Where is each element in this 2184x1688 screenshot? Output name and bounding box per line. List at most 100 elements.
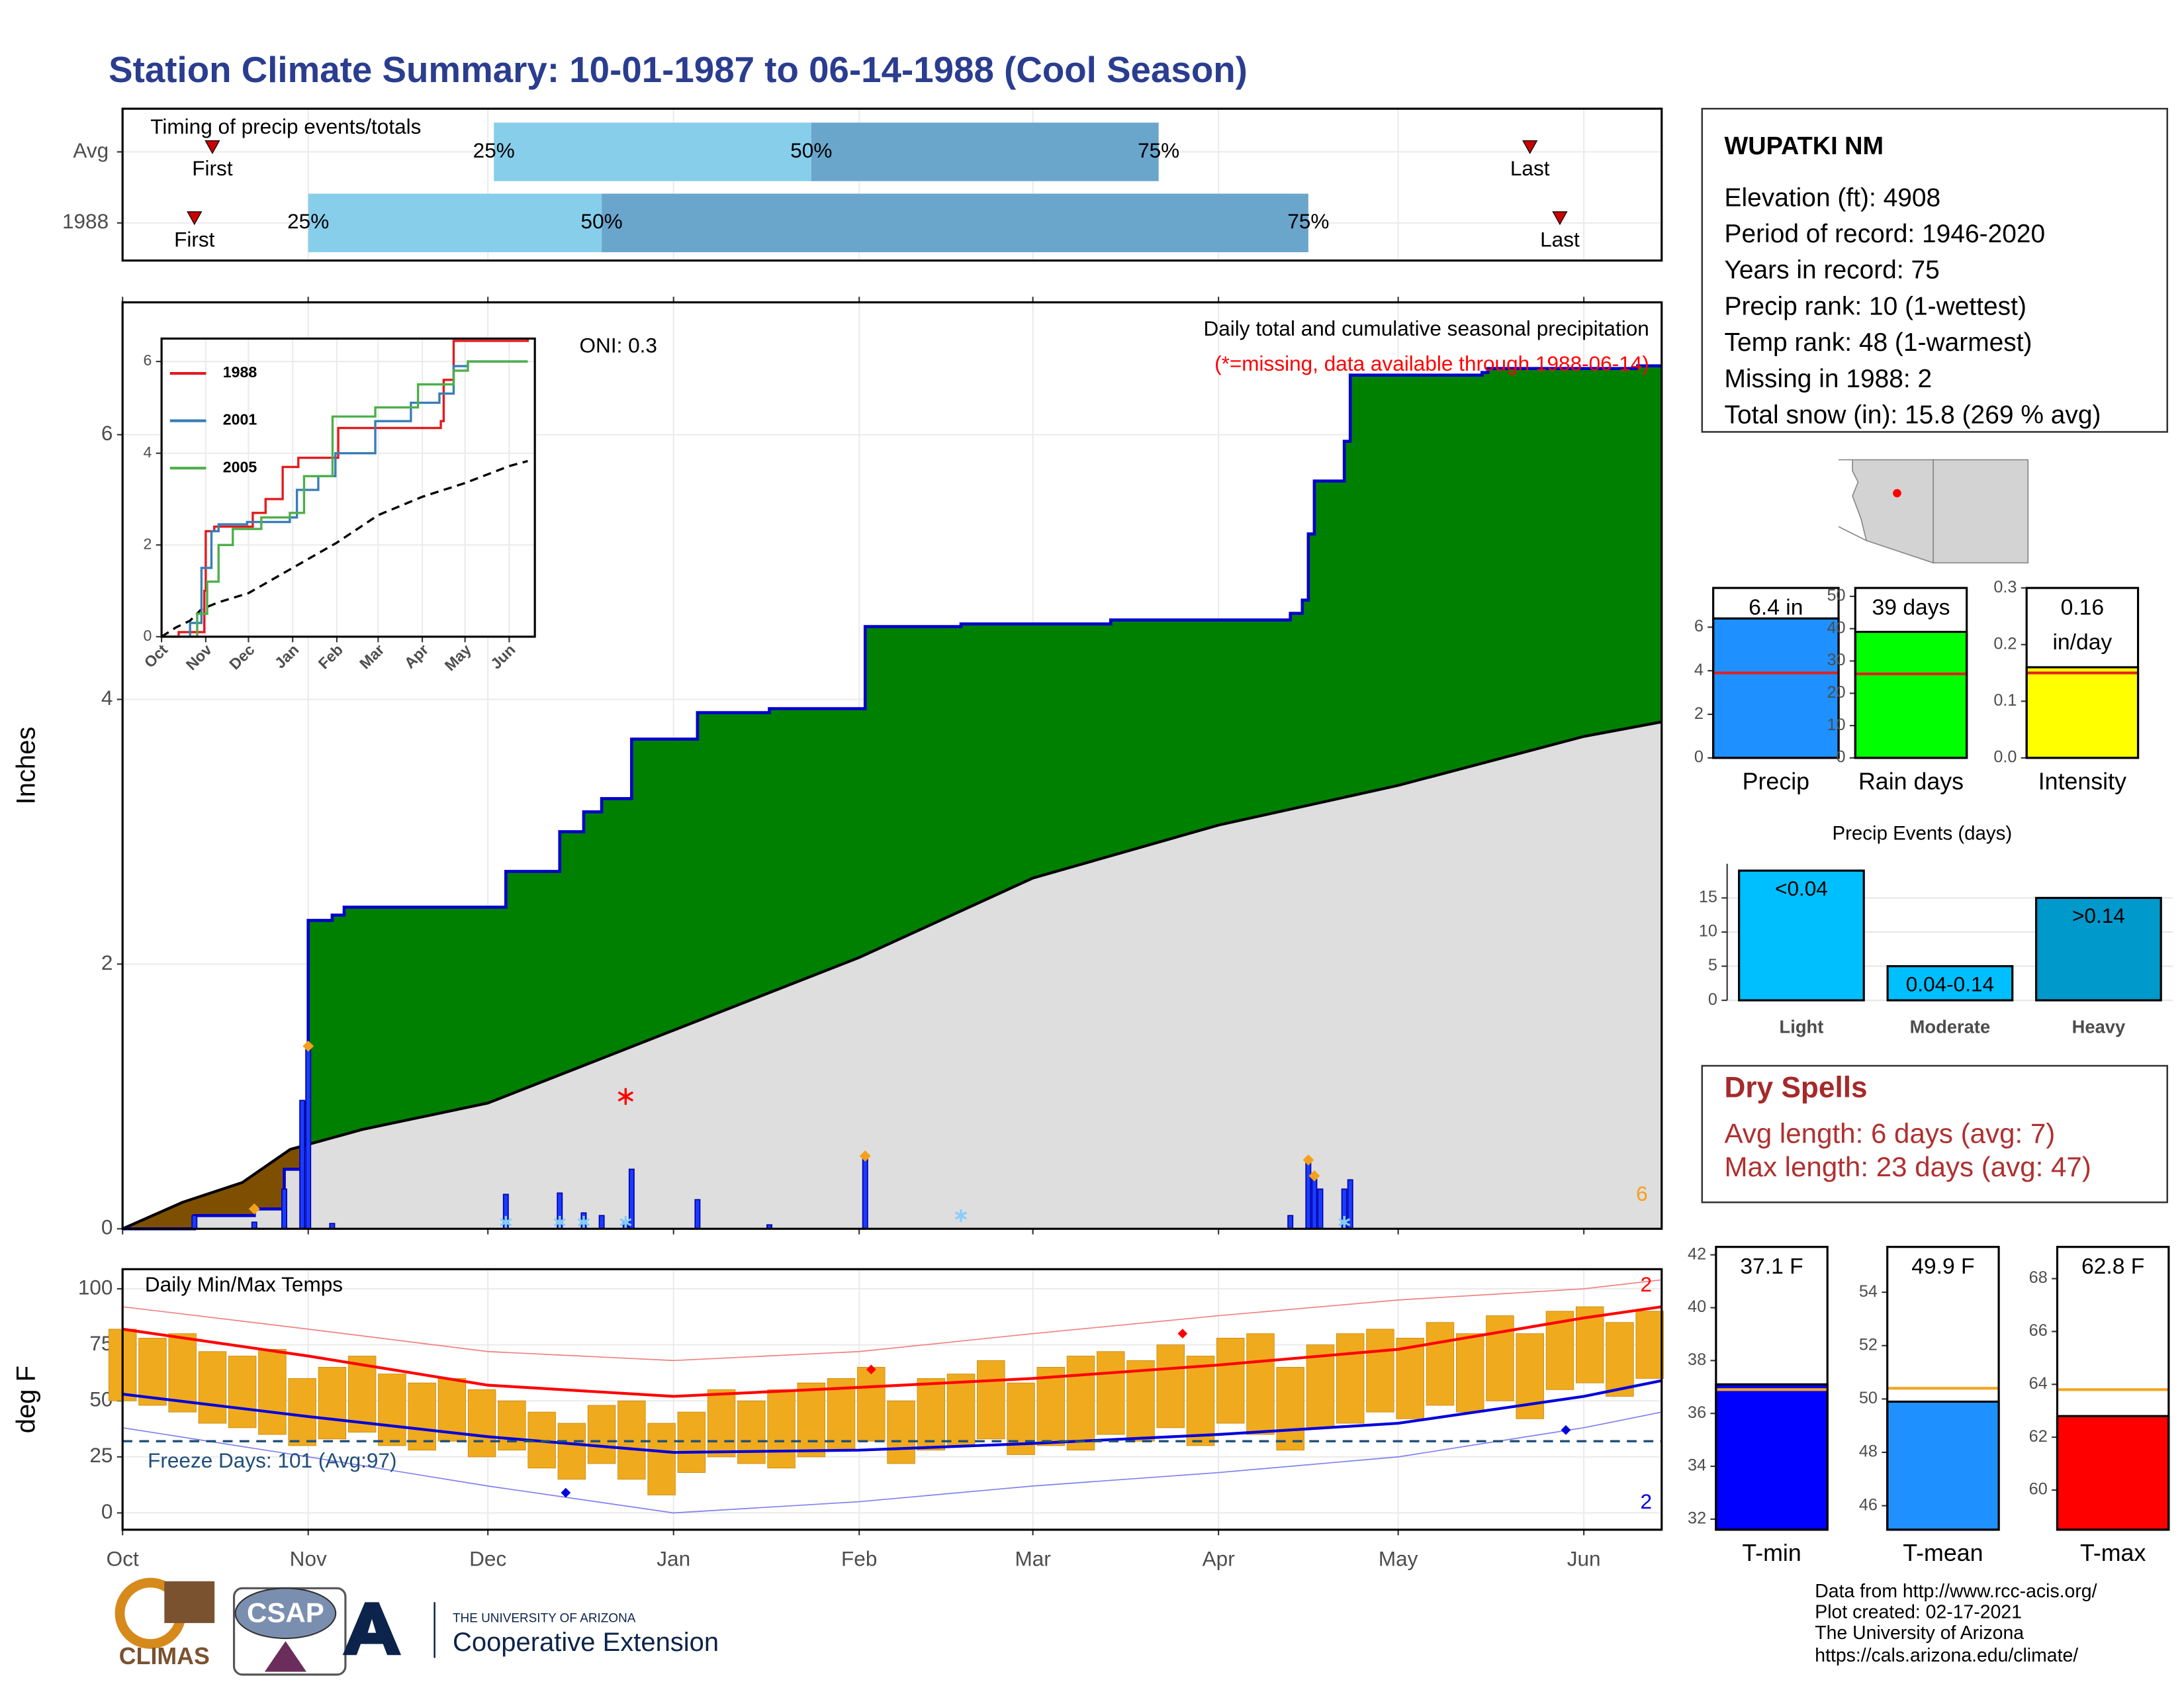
timing-title: Timing of precip events/totals bbox=[150, 115, 421, 138]
value-label: 37.1 F bbox=[1740, 1254, 1803, 1279]
category-label: Heavy bbox=[2072, 1016, 2126, 1037]
y-tick-label: 0.3 bbox=[1993, 578, 2017, 596]
y-tick-label: 62 bbox=[2029, 1427, 2048, 1446]
footer-line: The University of Arizona bbox=[1815, 1622, 2024, 1644]
daily-temp-bar bbox=[857, 1367, 886, 1442]
daily-bar bbox=[191, 1215, 198, 1230]
legend-label: 2001 bbox=[223, 411, 257, 428]
category-label: T-max bbox=[2080, 1540, 2146, 1566]
daily-bar bbox=[694, 1199, 701, 1230]
footer-line: Plot created: 02-17-2021 bbox=[1815, 1602, 2022, 1623]
normal-low-line bbox=[122, 1379, 1662, 1454]
daily-temp-bar bbox=[1635, 1311, 1664, 1379]
x-tick-label: Mar bbox=[1015, 1547, 1050, 1571]
record-high-count: 2 bbox=[1640, 1272, 1652, 1296]
csap-mountain bbox=[264, 1641, 307, 1672]
station-line: Years in record: 75 bbox=[1724, 256, 1939, 285]
dry-spells-frame bbox=[1701, 1064, 2169, 1203]
station-box: WUPATKI NM Elevation (ft): 4908 Period o… bbox=[1701, 107, 2169, 433]
snow-marker bbox=[500, 1215, 512, 1229]
y-tick-label: 40 bbox=[1688, 1297, 1706, 1316]
record-marker bbox=[859, 1150, 871, 1162]
legend-label: 1988 bbox=[223, 363, 257, 381]
station-name: WUPATKI NM bbox=[1724, 132, 1884, 160]
station-line: Missing in 1988: 2 bbox=[1724, 365, 1932, 393]
series-line bbox=[161, 360, 528, 638]
station-line: Period of record: 1946-2020 bbox=[1724, 220, 2045, 248]
daily-temp-bar bbox=[677, 1411, 706, 1473]
y-tick-label: 10 bbox=[1699, 922, 1717, 941]
x-tick-label: Apr bbox=[1203, 1547, 1235, 1571]
y-tick-label: 46 bbox=[1859, 1495, 1878, 1514]
daily-bar bbox=[1347, 1179, 1353, 1230]
daily-temp-bar bbox=[1246, 1333, 1275, 1435]
value-label: 0.16 bbox=[2061, 596, 2105, 620]
y-tick-label: 6 bbox=[144, 352, 152, 369]
y-tick-label: 48 bbox=[1859, 1442, 1878, 1461]
daily-temp-bar bbox=[498, 1400, 526, 1451]
y-tick-label: 2 bbox=[144, 535, 152, 552]
record-count: 6 bbox=[1636, 1182, 1648, 1205]
locator-map bbox=[1838, 459, 2029, 564]
series-line bbox=[161, 360, 528, 638]
snow-marker bbox=[553, 1215, 566, 1229]
y-tick-label: 100 bbox=[78, 1275, 113, 1299]
category-label: Moderate bbox=[1910, 1016, 1991, 1037]
daily-temp-bar bbox=[887, 1400, 915, 1464]
category-label: T-mean bbox=[1903, 1540, 1983, 1566]
y-tick-label: 6 bbox=[101, 421, 113, 445]
daily-bar bbox=[598, 1215, 605, 1230]
daily-bar bbox=[299, 1100, 306, 1230]
bar bbox=[1886, 964, 2014, 1002]
marker-label: Last bbox=[1510, 156, 1550, 180]
freeze-label: Freeze Days: 101 (Avg:97) bbox=[148, 1448, 396, 1472]
daily-bar bbox=[305, 1045, 312, 1230]
daily-temp-bar bbox=[767, 1389, 796, 1469]
value-label: 39 days bbox=[1872, 596, 1950, 620]
marker-label: First bbox=[174, 227, 215, 251]
average-line bbox=[122, 720, 1662, 1231]
marker-label: 25% bbox=[287, 209, 329, 233]
value-label: 49.9 F bbox=[1911, 1254, 1974, 1279]
y-tick-label: 30 bbox=[1827, 651, 1845, 669]
daily-temp-bar bbox=[617, 1400, 646, 1480]
footer: Data from http://www.rcc-acis.org/ Plot … bbox=[1815, 1581, 2097, 1666]
bar bbox=[2056, 1415, 2170, 1531]
temp-record-marker bbox=[561, 1487, 571, 1498]
y-tick-label: 0 bbox=[144, 627, 152, 644]
average-line bbox=[161, 459, 528, 638]
daily-temp-bar bbox=[198, 1351, 227, 1424]
y-tick-label: 34 bbox=[1688, 1456, 1706, 1475]
extension-name: Cooperative Extension bbox=[453, 1628, 719, 1657]
bar-chart-title: Precip Events (days) bbox=[1832, 822, 2012, 844]
daily-temp-bar bbox=[378, 1374, 406, 1446]
row-label: Avg bbox=[73, 138, 109, 162]
category-label: Light bbox=[1780, 1016, 1824, 1037]
timing-marker bbox=[1522, 140, 1538, 154]
dry-spells-line: Max length: 23 days (avg: 47) bbox=[1724, 1151, 2091, 1182]
record-high-line bbox=[122, 1279, 1662, 1362]
daily-temp-bar bbox=[587, 1405, 616, 1464]
y-tick-label: 64 bbox=[2029, 1374, 2048, 1393]
bar-frame bbox=[1715, 1246, 1829, 1531]
y-tick-label: 0 bbox=[101, 1215, 113, 1239]
csap-logo: CSAP bbox=[247, 1597, 324, 1628]
value-unit: in/day bbox=[2052, 630, 2112, 655]
chart-title: Daily total and cumulative seasonal prec… bbox=[1203, 316, 1649, 340]
x-tick-label: Dec bbox=[469, 1547, 506, 1571]
marker-label: 25% bbox=[473, 138, 515, 162]
daily-temp-bar bbox=[138, 1338, 167, 1406]
climas-logo: CLIMAS bbox=[119, 1643, 210, 1669]
y-tick-label: 66 bbox=[2029, 1321, 2048, 1340]
category-label: Intensity bbox=[2038, 768, 2126, 794]
legend-label: 2005 bbox=[223, 458, 257, 475]
record-low-line bbox=[122, 1411, 1662, 1514]
temp-record-marker bbox=[866, 1364, 876, 1375]
y-tick-label: 38 bbox=[1688, 1350, 1706, 1369]
y-tick-label: 4 bbox=[101, 686, 113, 710]
daily-temp-bar bbox=[1486, 1315, 1514, 1401]
daily-temp-bar bbox=[228, 1356, 257, 1429]
plot-frame bbox=[160, 337, 536, 638]
value-label: 62.8 F bbox=[2081, 1254, 2144, 1279]
